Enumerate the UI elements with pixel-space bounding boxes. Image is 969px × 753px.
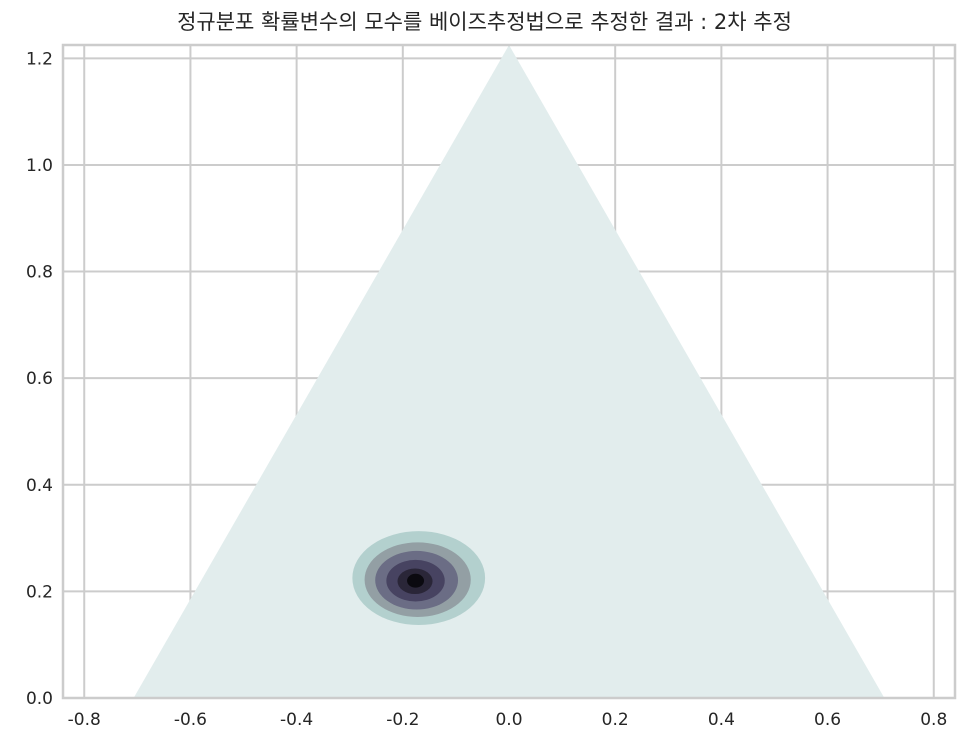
y-tick-label: 1.0	[26, 156, 53, 176]
x-tick-label: 0.0	[495, 710, 522, 730]
x-tick-label: 0.4	[708, 710, 735, 730]
x-tick-label: -0.8	[68, 710, 101, 730]
y-tick-label: 0.6	[26, 369, 53, 389]
x-tick-label: -0.6	[174, 710, 207, 730]
contour-layer	[352, 531, 486, 625]
x-tick-label: 0.6	[814, 710, 841, 730]
x-tick-label: -0.4	[280, 710, 313, 730]
y-axis-ticks: 0.0 0.2 0.4 0.6 0.8 1.0 1.2	[26, 49, 53, 709]
x-tick-label: -0.2	[386, 710, 419, 730]
simplex-layer	[133, 45, 885, 698]
y-tick-label: 0.4	[26, 476, 53, 496]
y-tick-label: 0.2	[26, 582, 53, 602]
y-tick-label: 1.2	[26, 49, 53, 69]
y-tick-label: 0.0	[26, 689, 53, 709]
x-tick-label: 0.2	[602, 710, 629, 730]
x-tick-label: 0.8	[920, 710, 947, 730]
plot-frame	[61, 43, 957, 700]
contour-level-6	[407, 573, 425, 588]
spine-layer	[61, 43, 957, 700]
simplex-triangle	[133, 45, 885, 698]
x-axis-ticks: -0.8 -0.6 -0.4 -0.2 0.0 0.2 0.4 0.6 0.8	[68, 710, 948, 730]
y-tick-label: 0.8	[26, 263, 53, 283]
chart-title: 정규분포 확률변수의 모수를 베이즈추정법으로 추정한 결과 : 2차 추정	[177, 10, 792, 34]
